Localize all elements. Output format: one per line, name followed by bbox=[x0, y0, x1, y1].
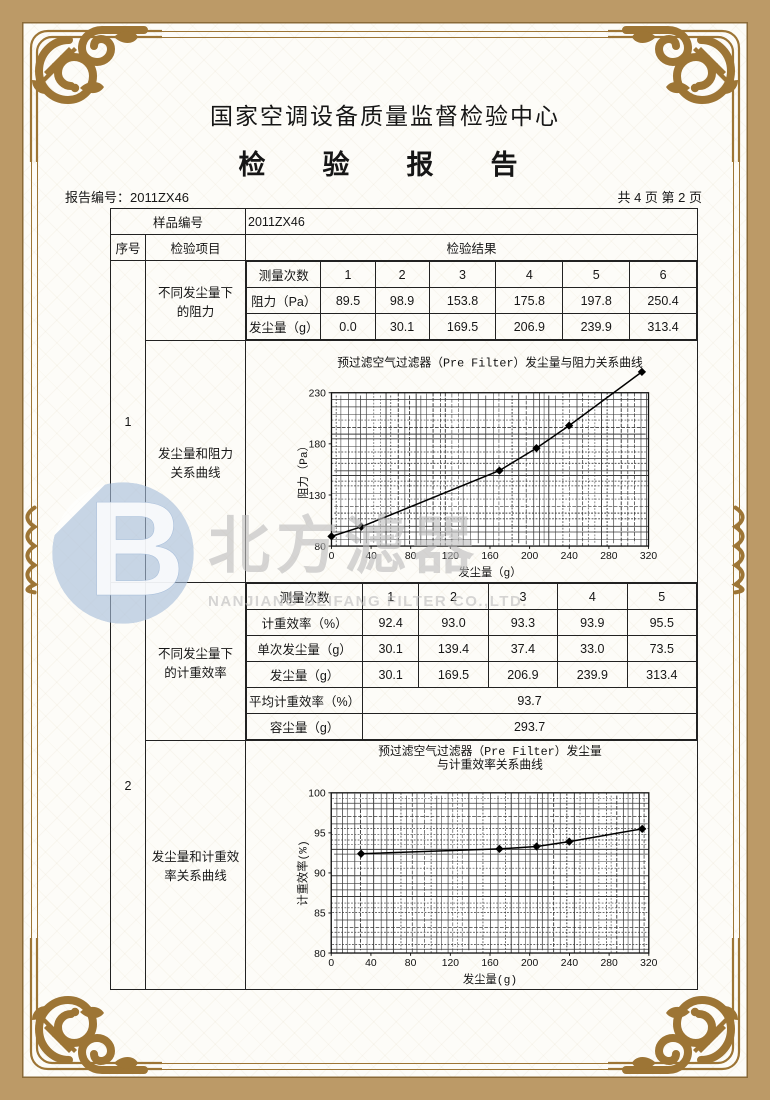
svg-text:200: 200 bbox=[521, 551, 538, 562]
svg-text:0: 0 bbox=[329, 551, 335, 562]
svg-text:阻力（Pa）: 阻力（Pa） bbox=[297, 440, 311, 499]
svg-text:发尘量（g）: 发尘量（g） bbox=[458, 565, 521, 579]
svg-text:0: 0 bbox=[328, 958, 334, 969]
svg-text:100: 100 bbox=[308, 789, 326, 800]
svg-text:80: 80 bbox=[314, 542, 326, 553]
svg-text:130: 130 bbox=[309, 491, 326, 502]
svg-text:40: 40 bbox=[365, 958, 377, 969]
svg-text:120: 120 bbox=[442, 551, 459, 562]
svg-text:280: 280 bbox=[600, 551, 617, 562]
svg-text:80: 80 bbox=[405, 958, 417, 969]
svg-text:与计重效率关系曲线: 与计重效率关系曲线 bbox=[437, 757, 543, 772]
svg-text:90: 90 bbox=[314, 869, 326, 880]
svg-text:40: 40 bbox=[365, 551, 377, 562]
svg-text:85: 85 bbox=[314, 909, 326, 920]
svg-text:计重效率(%): 计重效率(%) bbox=[296, 840, 311, 906]
svg-text:180: 180 bbox=[309, 440, 326, 451]
svg-text:320: 320 bbox=[640, 958, 658, 969]
svg-text:预过滤空气过滤器（Pre Filter）发尘量与阻力关系曲线: 预过滤空气过滤器（Pre Filter）发尘量与阻力关系曲线 bbox=[337, 355, 643, 370]
svg-text:200: 200 bbox=[521, 958, 539, 969]
svg-text:发尘量(g): 发尘量(g) bbox=[463, 972, 517, 986]
svg-text:320: 320 bbox=[640, 551, 657, 562]
svg-text:160: 160 bbox=[481, 551, 498, 562]
svg-text:160: 160 bbox=[481, 958, 499, 969]
svg-text:240: 240 bbox=[561, 551, 578, 562]
svg-text:240: 240 bbox=[561, 958, 579, 969]
svg-text:95: 95 bbox=[314, 829, 326, 840]
svg-text:80: 80 bbox=[405, 551, 417, 562]
svg-text:230: 230 bbox=[309, 389, 326, 400]
svg-text:预过滤空气过滤器（Pre Filter）发尘量: 预过滤空气过滤器（Pre Filter）发尘量 bbox=[378, 744, 602, 759]
svg-text:120: 120 bbox=[442, 958, 460, 969]
svg-text:280: 280 bbox=[600, 958, 618, 969]
svg-text:80: 80 bbox=[314, 949, 326, 960]
